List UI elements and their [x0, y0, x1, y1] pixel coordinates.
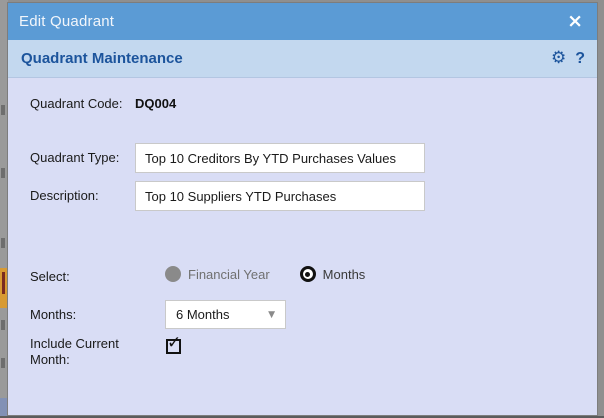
include-current-month-label: Include Current Month: [30, 336, 119, 367]
background-text-fragment [1, 238, 5, 248]
background-text-fragment [1, 168, 5, 178]
quadrant-type-label: Quadrant Type: [30, 150, 120, 165]
header-icons: ⚙ ? [551, 50, 585, 68]
quadrant-code-label: Quadrant Code: [30, 96, 123, 111]
radio-financial-year[interactable]: Financial Year [165, 266, 270, 282]
checkmark-icon: ✓ [167, 333, 182, 353]
gear-icon[interactable]: ⚙ [550, 48, 567, 68]
edit-quadrant-dialog: Edit Quadrant × Quadrant Maintenance ⚙ ?… [8, 3, 597, 415]
select-radio-group: Financial Year Months [165, 266, 365, 282]
description-input[interactable] [135, 181, 425, 211]
months-label: Months: [30, 307, 77, 322]
background-text-fragment [1, 105, 5, 115]
include-current-month-checkbox[interactable]: ✓ [166, 333, 181, 354]
chevron-down-icon: ▼ [268, 309, 275, 320]
description-label: Description: [30, 188, 99, 203]
radio-icon[interactable] [299, 266, 316, 282]
background-text-fragment [1, 320, 5, 330]
background-orange-mark [2, 272, 5, 294]
background-orange-item [0, 268, 8, 308]
radio-icon[interactable] [165, 266, 181, 282]
select-label: Select: [30, 269, 70, 284]
months-dropdown[interactable]: 6 Months ▼ [165, 300, 286, 329]
radio-months[interactable]: Months [299, 266, 366, 282]
quadrant-maintenance-header: Quadrant Maintenance ⚙ ? [8, 40, 597, 78]
months-dropdown-value: 6 Months [176, 307, 230, 322]
dialog-title: Edit Quadrant [19, 13, 115, 30]
help-icon[interactable]: ? [575, 49, 585, 67]
radio-financial-year-label: Financial Year [188, 266, 270, 282]
dialog-titlebar[interactable]: Edit Quadrant × [8, 3, 597, 40]
background-page-sliver [0, 0, 8, 418]
background-text-fragment [1, 358, 5, 368]
page-title: Quadrant Maintenance [21, 50, 183, 67]
quadrant-type-input[interactable] [135, 143, 425, 173]
background-blue-item [0, 398, 8, 416]
radio-months-label: Months [322, 266, 366, 282]
dialog-body: Quadrant Code: DQ004 Quadrant Type: Desc… [8, 78, 597, 415]
close-icon[interactable]: × [567, 10, 583, 32]
quadrant-code-value: DQ004 [135, 96, 177, 111]
